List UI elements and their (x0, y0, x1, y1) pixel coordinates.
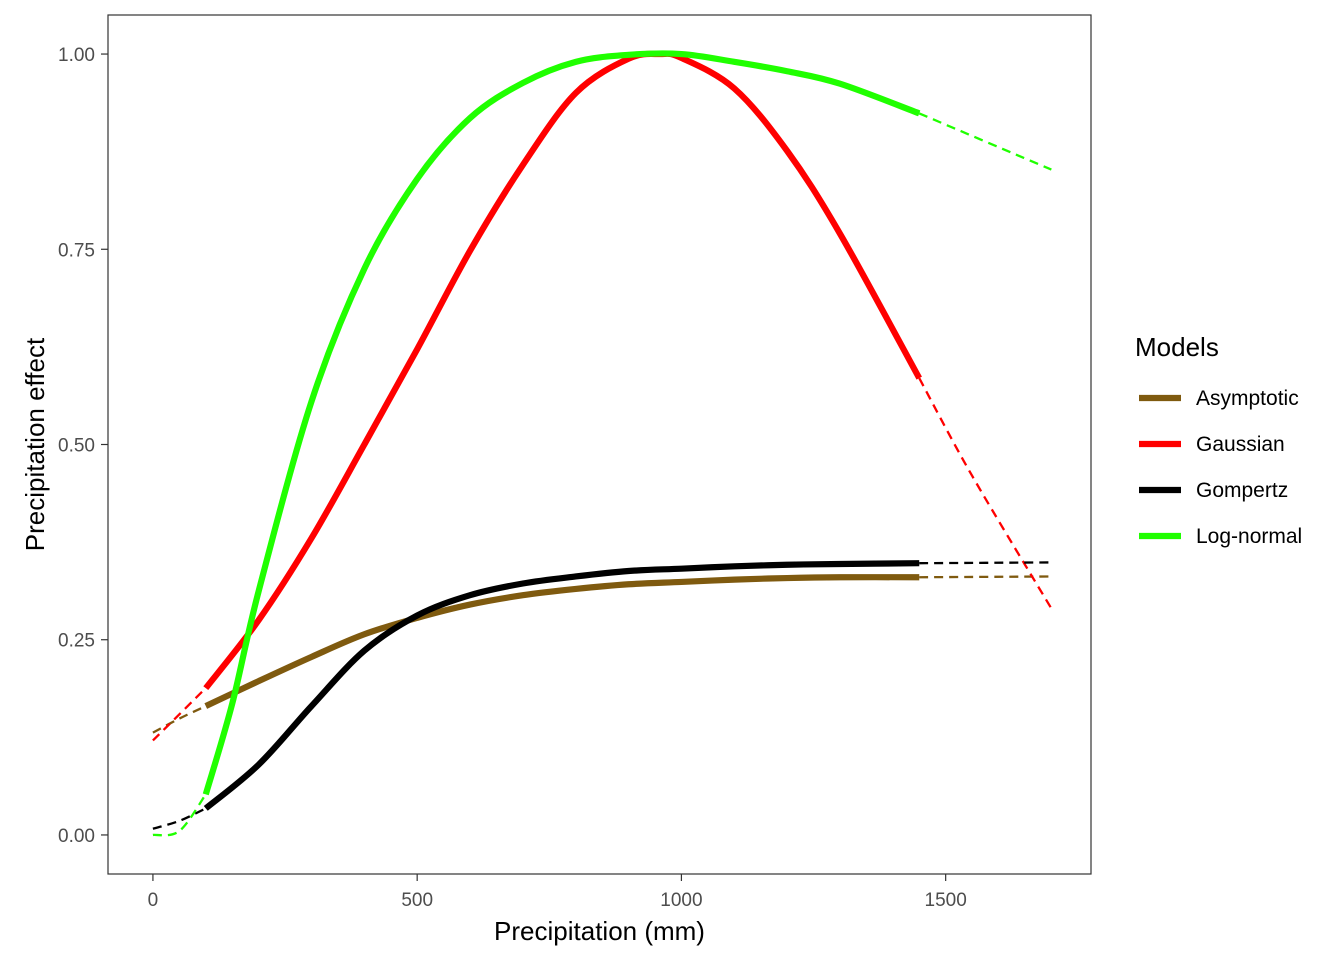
y-tick-label: 0.75 (58, 240, 95, 261)
series-gompertz-dashed-high (919, 561, 1052, 565)
legend-label-gompertz: Gompertz (1196, 479, 1288, 502)
x-tick-label: 0 (148, 890, 159, 911)
x-tick-label: 1500 (925, 890, 967, 911)
series-gompertz-dashed-low (152, 807, 207, 830)
x-tick-label: 500 (401, 890, 433, 911)
y-axis: 0.00 0.25 0.50 0.75 1.00 (58, 45, 108, 847)
x-axis: 0 500 1000 1500 (148, 874, 967, 911)
y-tick-label: 1.00 (58, 45, 95, 66)
legend-label-asymptotic: Asymptotic (1196, 387, 1299, 410)
y-tick-label: 0.00 (58, 826, 95, 847)
x-tick-label: 1000 (660, 890, 702, 911)
series-asymptotic-line (204, 574, 920, 709)
series-gompertz-line (203, 560, 920, 811)
legend-title: Models (1135, 332, 1219, 362)
series-log-normal-dashed-high (918, 112, 1052, 171)
series-gaussian-dashed-high (918, 377, 1053, 610)
y-axis-title: Precipitation effect (20, 337, 50, 551)
x-axis-title: Precipitation (mm) (494, 916, 705, 946)
series-log-normal-line (202, 50, 921, 796)
legend: Models Asymptotic Gaussian Gompertz Log-nor… (1135, 332, 1302, 548)
series-gaussian-line (203, 50, 922, 691)
series-log-normal-dashed-low (152, 793, 207, 837)
series-layer (152, 50, 1053, 837)
series-gaussian-dashed-low (152, 687, 207, 742)
y-tick-label: 0.25 (58, 631, 95, 652)
y-tick-label: 0.50 (58, 436, 95, 457)
series-asymptotic-dashed-high (919, 575, 1052, 579)
plot-panel-border (107, 14, 1092, 875)
legend-label-gaussian: Gaussian (1196, 433, 1285, 456)
series-asymptotic-dashed-low (152, 705, 207, 734)
legend-label-log-normal: Log-normal (1196, 525, 1302, 548)
